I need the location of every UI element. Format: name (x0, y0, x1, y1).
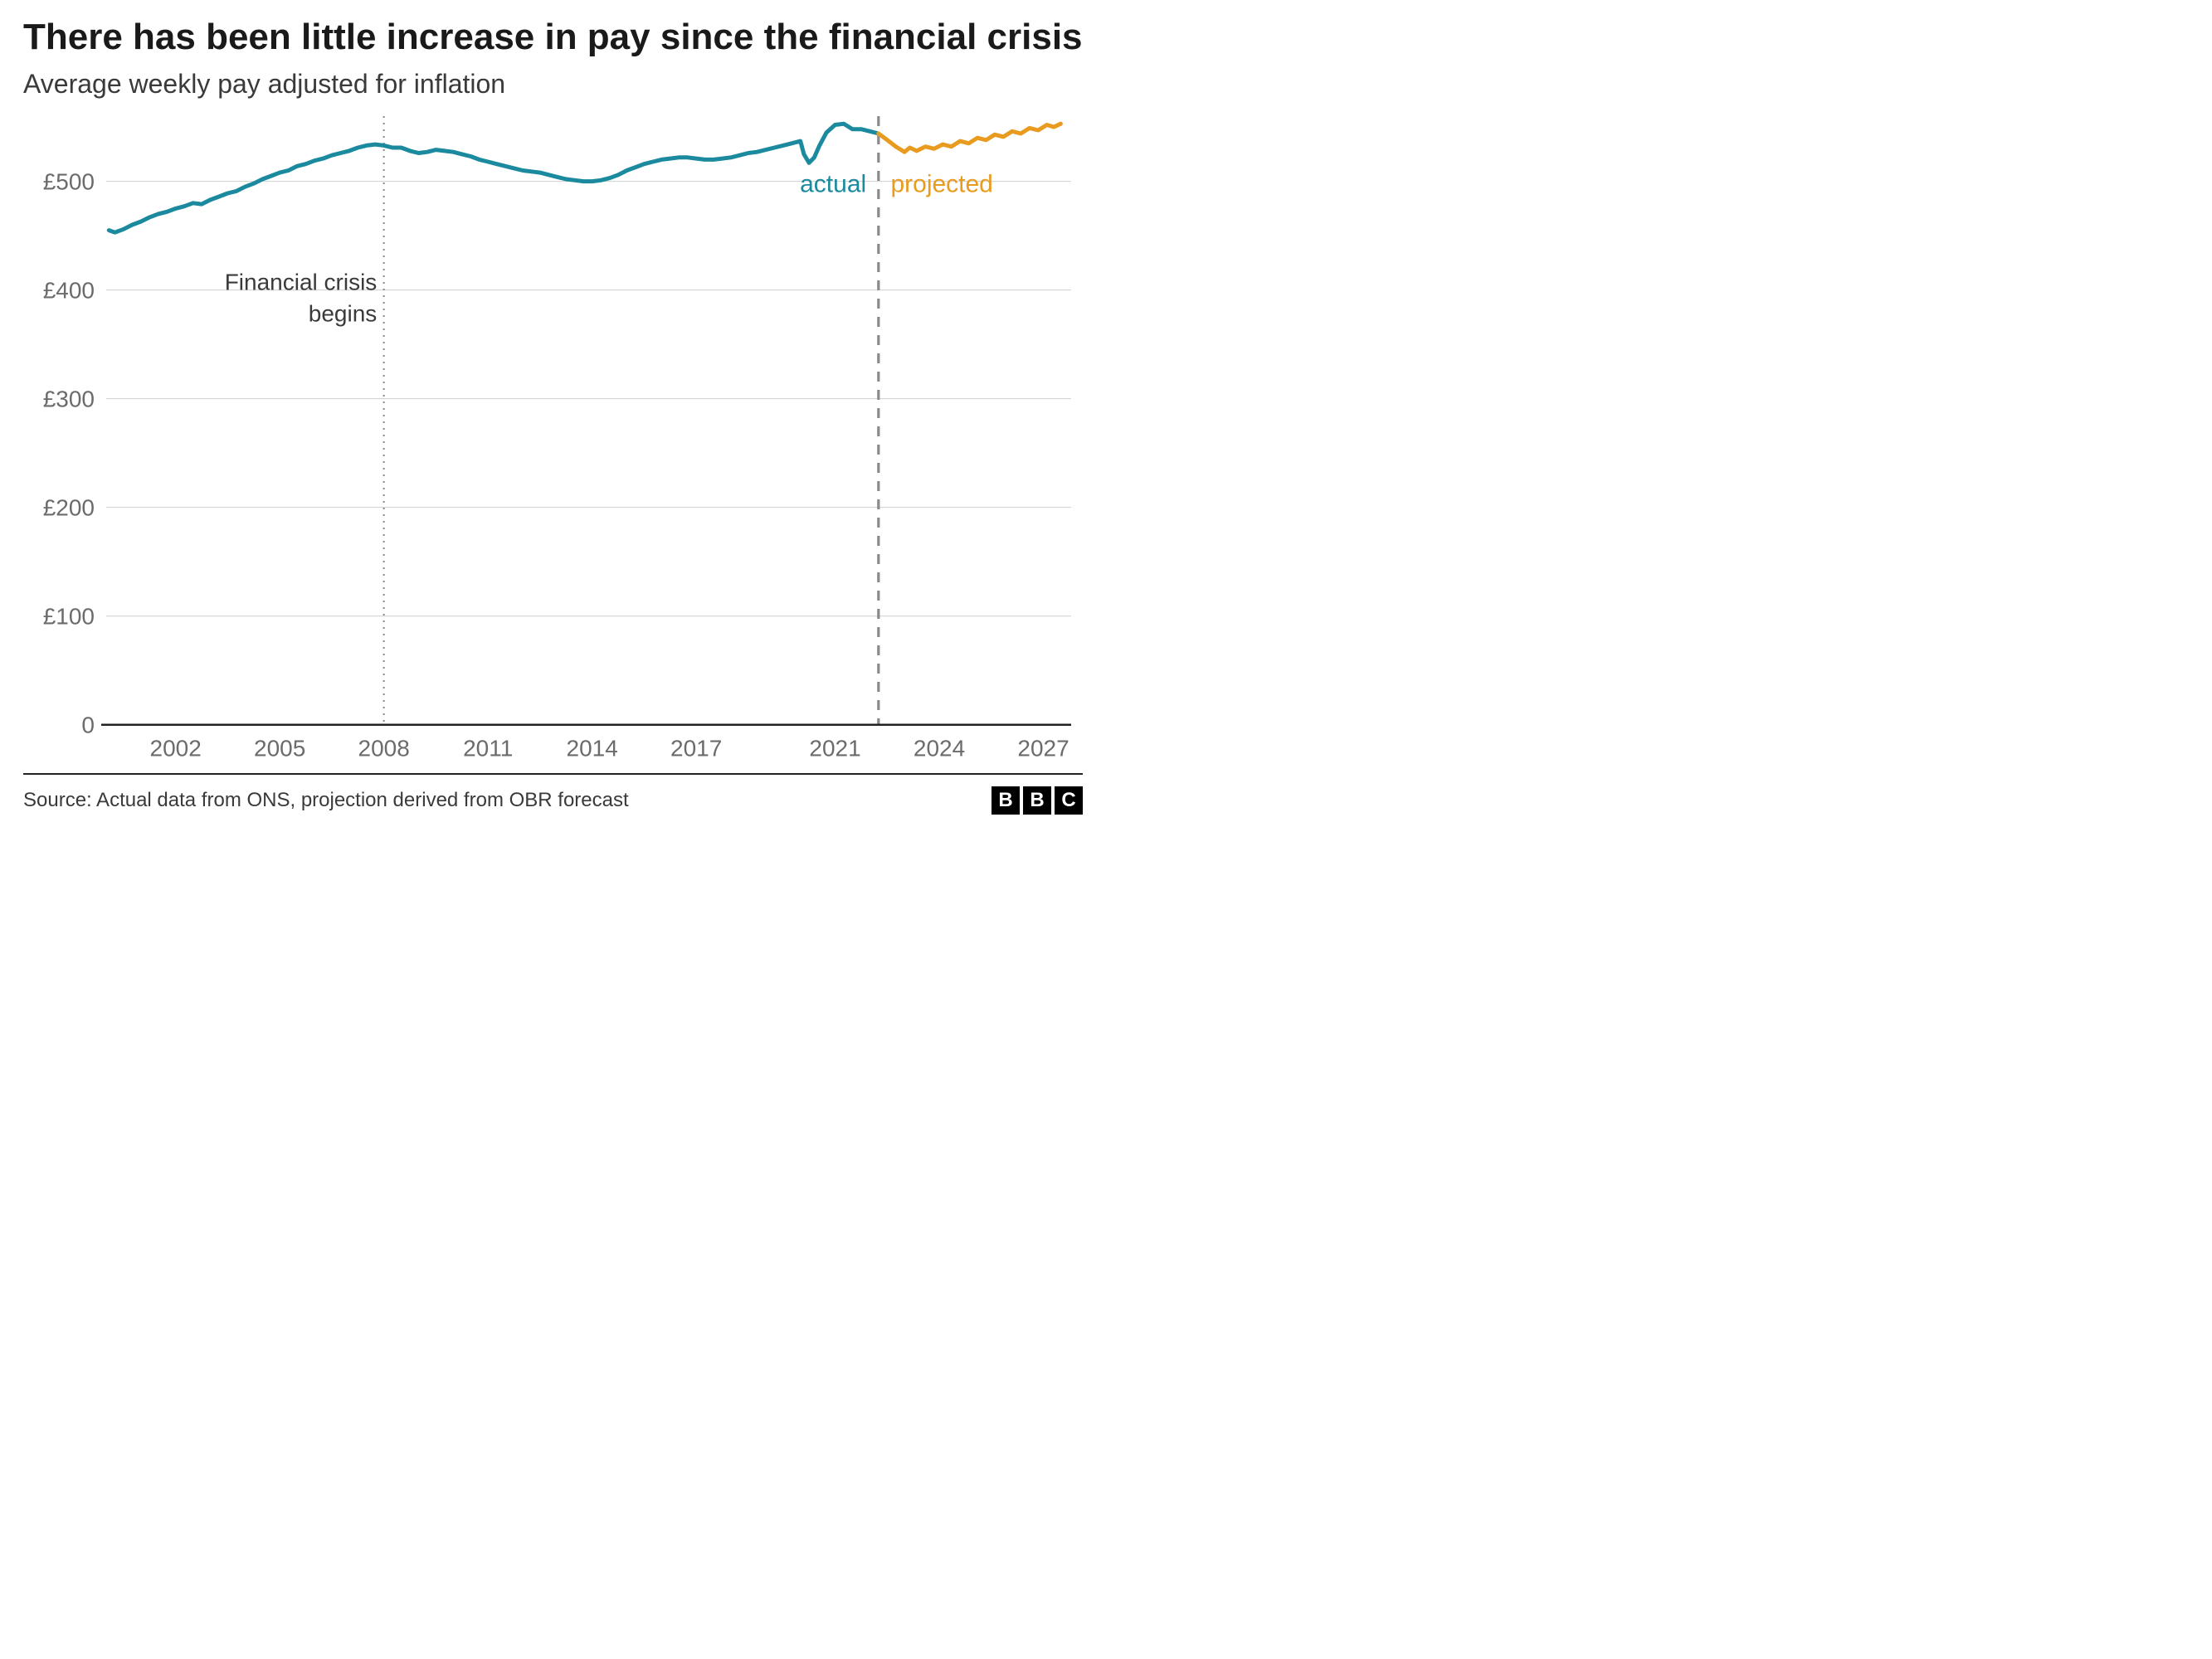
legend-projected-label: projected (890, 171, 992, 198)
chart-subtitle: Average weekly pay adjusted for inflatio… (23, 69, 1083, 100)
chart-title: There has been little increase in pay si… (23, 17, 1083, 57)
chart-footer: Source: Actual data from ONS, projection… (23, 773, 1083, 830)
y-tick-label: £200 (43, 495, 95, 521)
line-chart-svg: 0 £100 £200 £300 £400 £500 2002 2005 2008 2011 201… (23, 108, 1083, 773)
y-tick-label: £100 (43, 604, 95, 630)
y-tick-label: £400 (43, 278, 95, 304)
x-tick-label: 2005 (254, 736, 305, 761)
legend-actual-label: actual (800, 171, 866, 198)
y-tick-label: 0 (81, 713, 95, 738)
y-tick-label: £300 (43, 387, 95, 412)
x-tick-label: 2008 (358, 736, 410, 761)
x-tick-label: 2027 (1017, 736, 1069, 761)
bbc-logo-letter: C (1055, 786, 1083, 815)
source-text: Source: Actual data from ONS, projection… (23, 789, 629, 812)
y-tick-label: £500 (43, 169, 95, 195)
series-projected-line (879, 124, 1061, 152)
bbc-logo-letter: B (1023, 786, 1051, 815)
plot-area: 0 £100 £200 £300 £400 £500 2002 2005 2008 2011 201… (23, 108, 1083, 773)
x-tick-label: 2021 (809, 736, 860, 761)
chart-figure: There has been little increase in pay si… (0, 0, 1106, 830)
bbc-logo-letter: B (992, 786, 1020, 815)
x-tick-label: 2014 (567, 736, 618, 761)
bbc-logo: B B C (992, 786, 1083, 815)
series-actual-line (109, 124, 879, 232)
x-tick-label: 2002 (150, 736, 202, 761)
x-tick-label: 2024 (914, 736, 965, 761)
crisis-annotation: Financial crisis (225, 270, 378, 295)
x-tick-label: 2011 (463, 736, 513, 761)
crisis-annotation: begins (309, 301, 378, 327)
x-tick-label: 2017 (670, 736, 722, 761)
